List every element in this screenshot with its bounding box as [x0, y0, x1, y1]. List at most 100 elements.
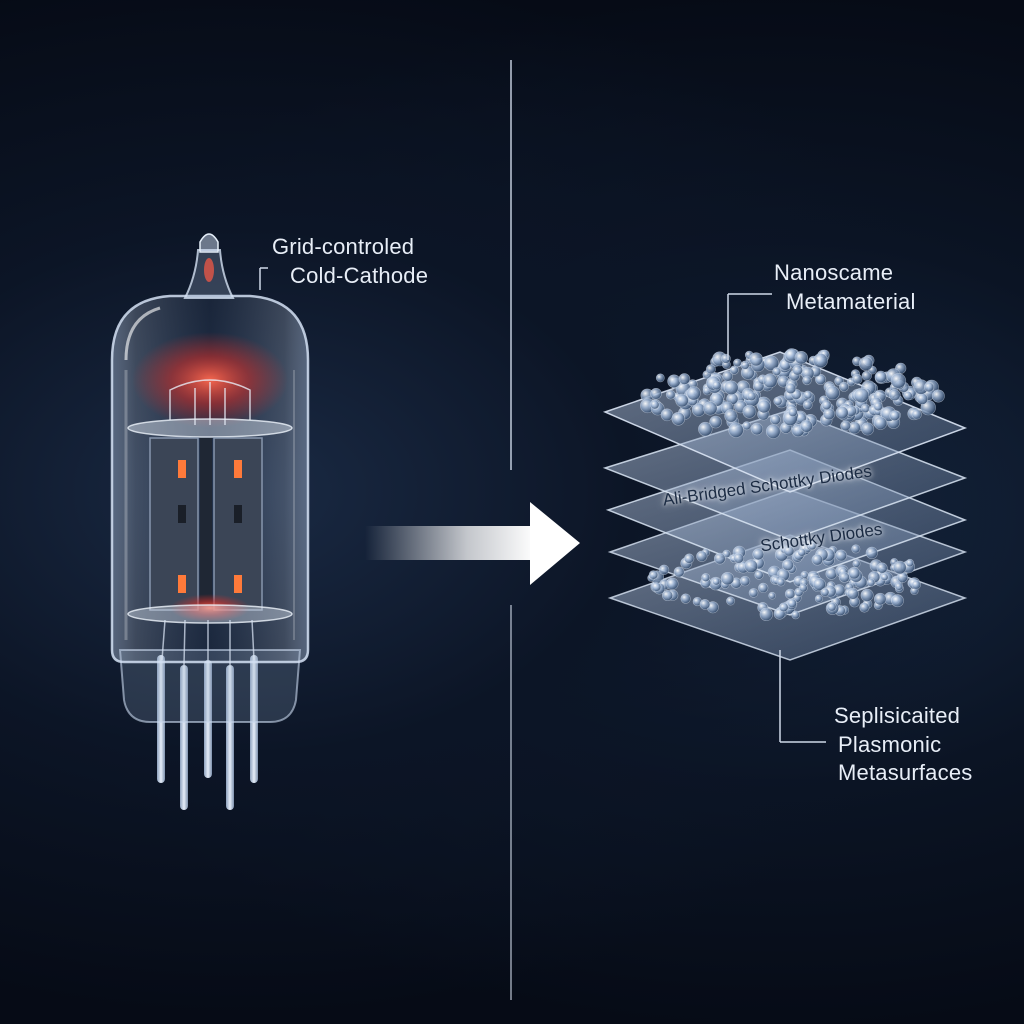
nano-bead [903, 391, 913, 401]
nano-bead [791, 610, 800, 620]
nano-bead [750, 422, 764, 436]
nano-bead [800, 571, 809, 579]
nano-bead [726, 596, 736, 606]
nano-bead [649, 399, 660, 410]
nano-bead [759, 607, 773, 621]
nano-bead [752, 548, 765, 561]
nano-bead [813, 578, 826, 591]
nano-bead [891, 594, 904, 608]
nano-bead [876, 562, 888, 574]
nano-bead [880, 573, 889, 581]
nano-bead [923, 382, 935, 393]
metasurface-label-callout [779, 650, 826, 743]
nano-bead [742, 421, 752, 431]
nano-bead [701, 573, 711, 582]
tube-label-callout [259, 267, 268, 290]
nano-bead [748, 588, 759, 598]
nano-bead [746, 391, 757, 401]
nano-bead [783, 545, 795, 557]
nano-bead [673, 566, 685, 578]
nano-bead [648, 570, 659, 580]
nano-bead [757, 399, 771, 414]
nano-bead [813, 353, 828, 368]
nano-bead [797, 548, 806, 557]
nano-bead [825, 385, 840, 401]
nano-bead [709, 415, 722, 429]
nano-bead [861, 422, 875, 436]
nano-bead [667, 374, 681, 388]
nano-bead [916, 393, 929, 405]
nano-bead [838, 381, 849, 392]
tube-label: Grid-controled Cold-Cathode [272, 233, 428, 290]
transition-arrow-icon [365, 502, 580, 585]
nano-bead [788, 407, 798, 417]
nano-bead [873, 592, 887, 606]
nano-bead [893, 560, 907, 575]
nano-bead [724, 409, 738, 423]
nano-bead [655, 373, 665, 383]
nano-bead [825, 567, 838, 580]
nano-bead [699, 599, 711, 610]
nano-bead [749, 352, 763, 367]
nano-bead [911, 409, 922, 420]
nano-bead [811, 554, 823, 566]
nano-bead [765, 424, 781, 439]
nano-bead [768, 591, 776, 600]
nano-bead [890, 373, 907, 389]
metamaterial-stack-icon [602, 348, 968, 661]
nano-bead [803, 390, 813, 400]
nano-bead [873, 401, 883, 412]
nano-bead [696, 550, 708, 562]
nano-bead [770, 414, 781, 425]
nano-bead [740, 360, 750, 370]
vacuum-tube-icon [110, 233, 310, 810]
nano-bead [873, 416, 888, 430]
metamaterial-label-line1: Nanoscame [774, 260, 894, 285]
nano-bead [703, 401, 718, 416]
metasurface-label-line1: Seplisicaited [834, 703, 961, 728]
nano-bead [712, 577, 721, 586]
nano-bead [680, 593, 691, 604]
nano-bead [838, 571, 850, 583]
metamaterial-label: Nanoscame Metamaterial [774, 259, 916, 316]
metasurface-label-line2: Plasmonic [838, 731, 942, 757]
nano-bead [835, 549, 847, 562]
nano-bead [827, 602, 837, 612]
nano-bead [678, 373, 691, 385]
nano-bead [835, 406, 849, 420]
tube-pins [157, 655, 258, 810]
nano-bead [778, 602, 789, 613]
nano-bead [798, 583, 808, 593]
nano-bead [840, 420, 851, 432]
nano-bead [802, 400, 813, 410]
nano-bead [776, 577, 786, 587]
nano-bead [665, 389, 676, 400]
metasurface-label: Seplisicaited Plasmonic Metasurfaces [834, 702, 972, 788]
nano-bead [705, 364, 716, 375]
nano-bead [744, 559, 758, 574]
nano-bead [785, 382, 797, 394]
nano-bead [865, 546, 878, 560]
metamaterial-label-callout [727, 293, 772, 360]
nano-bead [782, 559, 794, 571]
nano-bead [853, 387, 870, 404]
nano-bead [724, 380, 739, 395]
nano-bead [894, 582, 904, 591]
nano-bead [823, 408, 836, 421]
nano-bead [847, 566, 861, 580]
nano-bead [675, 393, 689, 408]
nano-bead [733, 552, 745, 564]
nano-bead [792, 364, 803, 376]
nano-bead [711, 380, 722, 391]
nano-bead [661, 589, 673, 601]
nano-bead [660, 408, 674, 422]
nano-bead [859, 602, 870, 613]
nano-bead [794, 351, 808, 365]
nano-bead [820, 587, 830, 597]
nano-bead [658, 564, 670, 575]
nano-bead [773, 396, 783, 406]
nano-bead [742, 404, 757, 419]
metasurface-label-line3: Metasurfaces [838, 760, 973, 786]
